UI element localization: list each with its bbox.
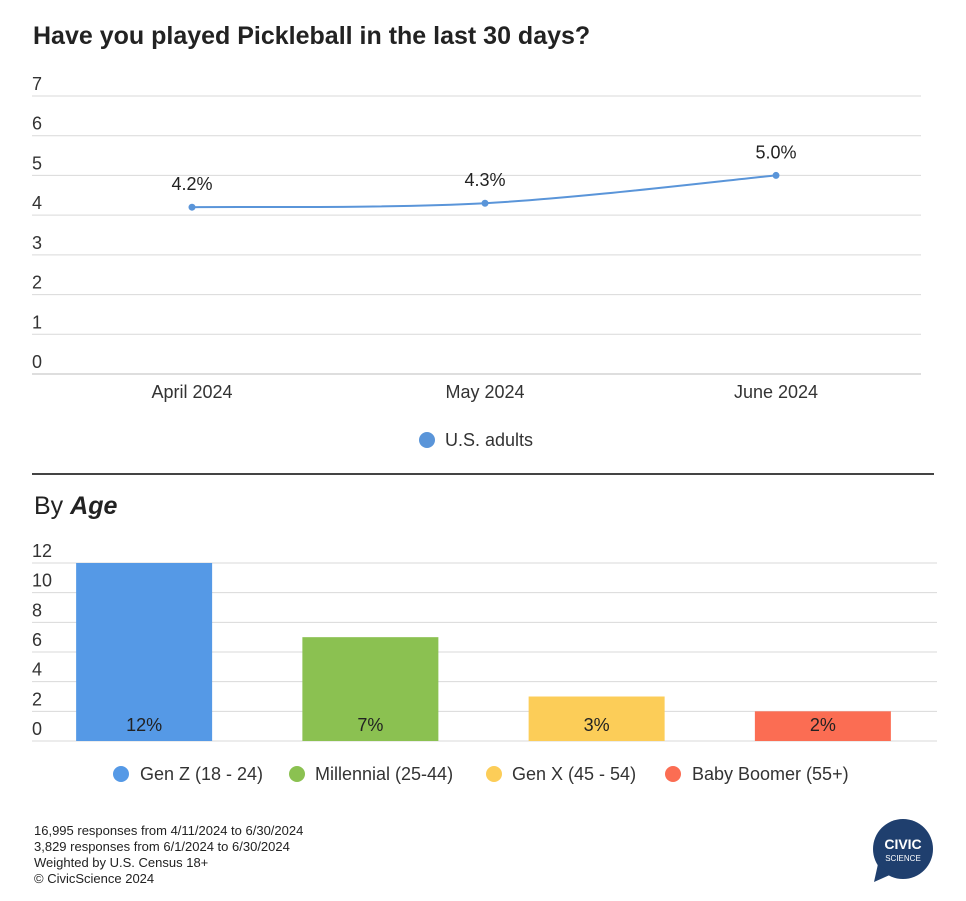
bar-ytick-label: 12 <box>32 541 52 561</box>
bar-millennial-25-44 <box>302 637 439 741</box>
legend-label-gen-z-18-24: Gen Z (18 - 24) <box>140 764 263 784</box>
data-point-april-2024 <box>188 203 196 211</box>
x-tick-label-april-2024: April 2024 <box>151 382 232 402</box>
line-ytick-label: 7 <box>32 74 42 94</box>
bar-ytick-label: 4 <box>32 660 42 680</box>
legend-marker-gen-z-18-24 <box>113 766 129 782</box>
bar-gen-x-45-54 <box>528 696 665 741</box>
bar-gen-z-18-24 <box>76 563 213 741</box>
data-point-june-2024 <box>772 171 780 179</box>
footnote-copyright: © CivicScience 2024 <box>34 871 155 886</box>
bar-value-label-gen-x-45-54: 3% <box>584 715 610 735</box>
bar-value-label-millennial-25-44: 7% <box>357 715 383 735</box>
footnote-weighting: Weighted by U.S. Census 18+ <box>34 855 209 870</box>
bar-ytick-label: 8 <box>32 600 42 620</box>
bar-ytick-label: 2 <box>32 689 42 709</box>
line-ytick-label: 6 <box>32 114 42 134</box>
line-ytick-label: 3 <box>32 233 42 253</box>
line-chart: 0 1 2 3 4 5 6 7 4.2% April 2024 4.3% May 2024 5.0% Ju… <box>32 74 921 450</box>
bar-baby-boomer-55 <box>754 711 891 741</box>
legend-marker-millennial-25-44 <box>289 766 305 782</box>
civicscience-logo: CIVIC SCIENCE <box>873 819 933 882</box>
legend-label-us-adults: U.S. adults <box>445 430 533 450</box>
x-tick-label-june-2024: June 2024 <box>734 382 818 402</box>
line-ytick-label: 0 <box>32 352 42 372</box>
footnote-responses-june: 3,829 responses from 6/1/2024 to 6/30/20… <box>34 839 290 854</box>
bar-value-label-baby-boomer-55: 2% <box>810 715 836 735</box>
legend-label-millennial-25-44: Millennial (25-44) <box>315 764 453 784</box>
legend-label-baby-boomer-55: Baby Boomer (55+) <box>692 764 849 784</box>
bar-chart: 0 2 4 6 8 10 12 12% 7% 3% 2% Gen Z (18 - 24) Millenn… <box>32 541 937 784</box>
footnote-responses-total: 16,995 responses from 4/11/2024 to 6/30/… <box>34 823 304 838</box>
bar-ytick-label: 10 <box>32 571 52 591</box>
data-label-april-2024: 4.2% <box>171 174 212 194</box>
footnotes: 16,995 responses from 4/11/2024 to 6/30/… <box>34 823 303 887</box>
logo-line2: SCIENCE <box>885 854 921 863</box>
data-label-may-2024: 4.3% <box>464 170 505 190</box>
section-subtitle: By Age <box>34 492 117 521</box>
data-point-may-2024 <box>481 199 489 207</box>
legend-marker-us-adults <box>419 432 435 448</box>
legend-marker-baby-boomer-55 <box>665 766 681 782</box>
legend-label-gen-x-45-54: Gen X (45 - 54) <box>512 764 636 784</box>
bar-value-label-gen-z-18-24: 12% <box>126 715 162 735</box>
line-ytick-label: 5 <box>32 153 42 173</box>
subtitle-emphasis: Age <box>70 492 118 520</box>
bar-ytick-label: 0 <box>32 719 42 739</box>
bar-ytick-label: 6 <box>32 630 42 650</box>
line-ytick-label: 2 <box>32 273 42 293</box>
section-divider <box>32 473 934 475</box>
logo-line1: CIVIC <box>884 836 921 852</box>
data-label-june-2024: 5.0% <box>755 142 796 162</box>
subtitle-prefix: By <box>34 492 64 520</box>
line-ytick-label: 1 <box>32 312 42 332</box>
line-ytick-label: 4 <box>32 193 42 213</box>
legend-marker-gen-x-45-54 <box>486 766 502 782</box>
chart-title: Have you played Pickleball in the last 3… <box>33 22 591 50</box>
x-tick-label-may-2024: May 2024 <box>445 382 524 402</box>
